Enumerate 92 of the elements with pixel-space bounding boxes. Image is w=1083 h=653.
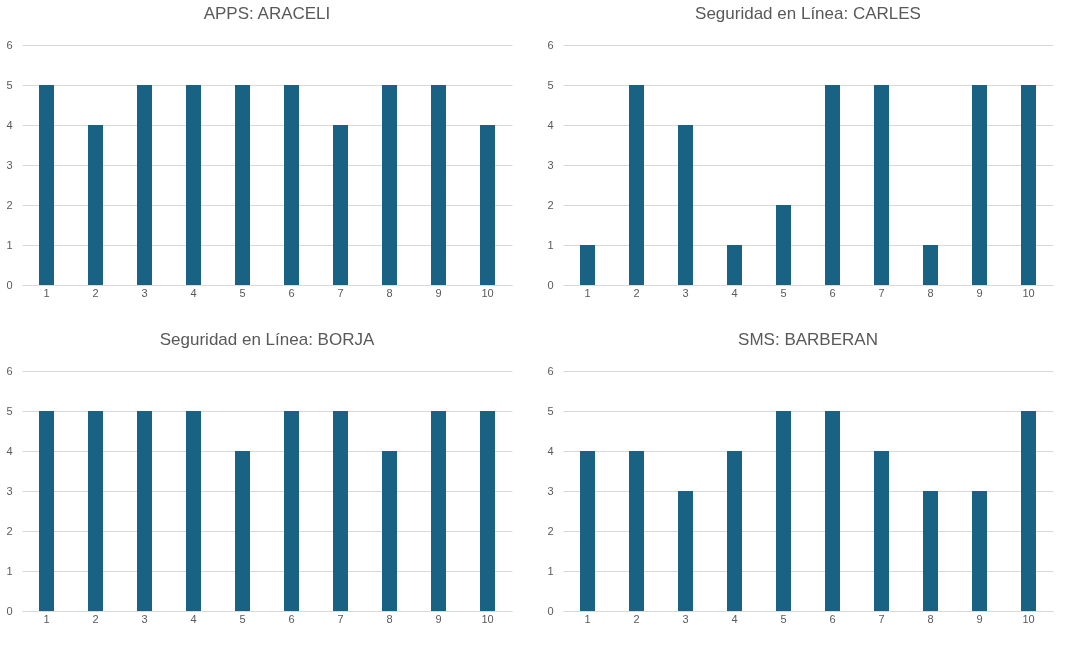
chart-title: Seguridad en Línea: BORJA: [159, 330, 375, 349]
x-tick-label: 8: [927, 612, 934, 625]
chart-title: Seguridad en Línea: CARLES: [695, 4, 921, 23]
y-tick-label: 0: [6, 278, 13, 291]
x-tick-label: 7: [337, 612, 344, 625]
x-tick-label: 7: [878, 612, 885, 625]
chart-title: SMS: BARBERAN: [738, 330, 878, 349]
bar: [776, 411, 791, 611]
y-tick-label: 4: [6, 118, 13, 131]
x-tick-label: 7: [337, 286, 344, 299]
bar: [874, 451, 889, 611]
chart-title: APPS: ARACELI: [203, 4, 331, 23]
bar: [1021, 85, 1036, 285]
x-tick-label: 4: [190, 286, 197, 299]
y-tick-label: 5: [6, 78, 13, 91]
bar: [678, 125, 693, 285]
bar: [874, 85, 889, 285]
bar: [1021, 411, 1036, 611]
x-tick-label: 3: [141, 286, 148, 299]
x-tick-label: 5: [239, 612, 246, 625]
x-tick-label: 5: [780, 286, 787, 299]
y-tick-label: 5: [547, 78, 554, 91]
bar: [972, 85, 987, 285]
bar: [727, 451, 742, 611]
x-tick-label: 4: [190, 612, 197, 625]
bar: [629, 85, 644, 285]
bar: [629, 451, 644, 611]
y-tick-label: 0: [547, 278, 554, 291]
bar: [678, 491, 693, 611]
x-tick-label: 8: [386, 612, 393, 625]
y-tick-label: 6: [547, 364, 554, 377]
x-tick-label: 2: [92, 286, 99, 299]
y-tick-label: 1: [6, 564, 13, 577]
x-tick-label: 1: [43, 286, 50, 299]
x-tick-label: 10: [481, 612, 494, 625]
y-tick-label: 1: [547, 238, 554, 251]
y-tick-label: 0: [547, 604, 554, 617]
bar: [776, 205, 791, 285]
bar: [727, 245, 742, 285]
y-tick-label: 3: [547, 484, 554, 497]
y-tick-label: 6: [6, 38, 13, 51]
bar: [580, 245, 595, 285]
x-tick-label: 7: [878, 286, 885, 299]
x-tick-label: 10: [1022, 286, 1035, 299]
y-tick-label: 2: [547, 198, 554, 211]
y-tick-label: 4: [547, 118, 554, 131]
y-tick-label: 3: [6, 484, 13, 497]
y-tick-label: 6: [6, 364, 13, 377]
bar: [972, 491, 987, 611]
x-tick-label: 4: [731, 612, 738, 625]
y-tick-label: 2: [6, 524, 13, 537]
x-tick-label: 10: [1022, 612, 1035, 625]
bar: [923, 245, 938, 285]
y-tick-label: 5: [6, 404, 13, 417]
y-tick-label: 0: [6, 604, 13, 617]
x-tick-label: 9: [976, 286, 983, 299]
x-tick-label: 1: [584, 286, 591, 299]
x-tick-label: 3: [682, 612, 689, 625]
y-tick-label: 1: [6, 238, 13, 251]
bar: [825, 411, 840, 611]
y-tick-label: 3: [6, 158, 13, 171]
x-tick-label: 4: [731, 286, 738, 299]
x-tick-label: 5: [239, 286, 246, 299]
bar: [580, 451, 595, 611]
x-tick-label: 1: [43, 612, 50, 625]
y-tick-label: 4: [547, 444, 554, 457]
x-tick-label: 6: [829, 612, 836, 625]
x-tick-label: 8: [927, 286, 934, 299]
x-tick-label: 9: [976, 612, 983, 625]
x-tick-label: 3: [682, 286, 689, 299]
x-tick-label: 2: [633, 286, 640, 299]
y-tick-label: 1: [547, 564, 554, 577]
y-tick-label: 6: [547, 38, 554, 51]
x-tick-label: 10: [481, 286, 494, 299]
x-tick-label: 6: [288, 286, 295, 299]
x-tick-label: 3: [141, 612, 148, 625]
x-tick-label: 6: [829, 286, 836, 299]
bar: [923, 491, 938, 611]
y-tick-label: 2: [547, 524, 554, 537]
x-tick-label: 9: [435, 286, 442, 299]
y-tick-label: 5: [547, 404, 554, 417]
y-tick-label: 4: [6, 444, 13, 457]
x-tick-label: 8: [386, 286, 393, 299]
x-tick-label: 2: [633, 612, 640, 625]
x-tick-label: 1: [584, 612, 591, 625]
x-tick-label: 2: [92, 612, 99, 625]
y-tick-label: 2: [6, 198, 13, 211]
x-tick-label: 9: [435, 612, 442, 625]
x-tick-label: 6: [288, 612, 295, 625]
bar: [825, 85, 840, 285]
y-tick-label: 3: [547, 158, 554, 171]
x-tick-label: 5: [780, 612, 787, 625]
